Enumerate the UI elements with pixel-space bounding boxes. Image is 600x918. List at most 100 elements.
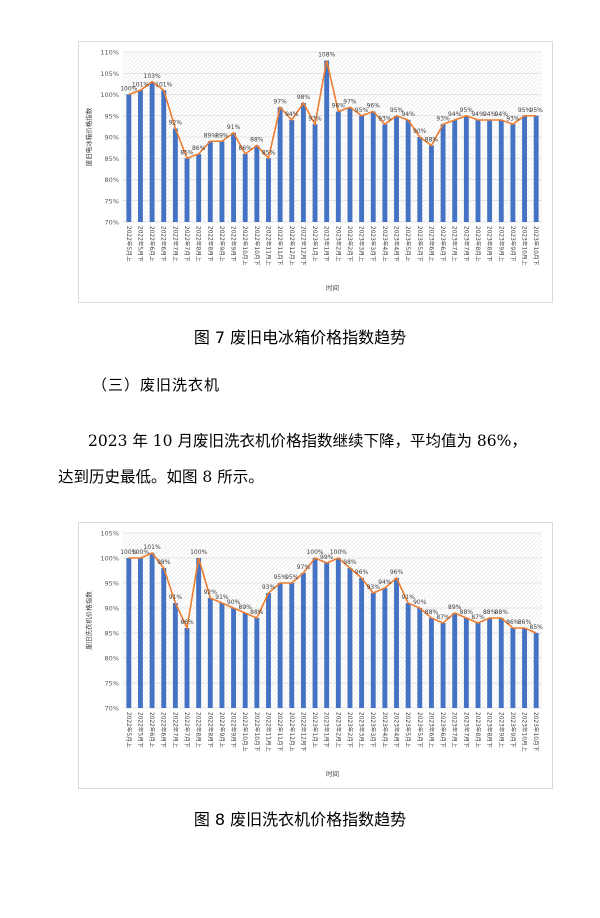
- fig8-x-tick-label: 2023年7月上: [451, 712, 459, 748]
- fig7-bar: [254, 145, 260, 222]
- figure7-caption: 图 7 废旧电冰箱价格指数趋势: [193, 328, 407, 347]
- fig8-bar: [266, 593, 271, 708]
- fig7-bar: [428, 145, 434, 222]
- fig8-x-tick-label: 2023年8月下: [486, 712, 494, 748]
- fig7-data-label: 88%: [425, 137, 439, 144]
- fig8-data-label: 96%: [390, 569, 404, 576]
- fig7-x-tick-label: 2023年8月上: [474, 226, 482, 262]
- fig7-bar: [266, 158, 271, 222]
- fig7-bar: [289, 120, 295, 222]
- fig8-data-label: 96%: [355, 569, 369, 576]
- figure7-chart-svg: 70%75%80%85%90%95%100%105%110%100%101%10…: [84, 49, 544, 293]
- fig8-x-tick-label: 2023年3月下: [369, 712, 377, 748]
- fig7-data-label: 95%: [390, 107, 404, 114]
- fig7-y-tick-label: 80%: [105, 176, 119, 184]
- fig8-data-label: 99%: [320, 554, 334, 561]
- fig8-bar: [347, 568, 353, 708]
- fig7-x-tick-label: 2022年7月上: [171, 226, 179, 262]
- fig7-bar: [324, 60, 330, 222]
- fig8-y-tick-label: 105%: [100, 530, 119, 538]
- fig8-x-tick-label: 2023年1月下: [323, 712, 331, 748]
- fig8-data-label: 101%: [144, 544, 161, 551]
- fig7-data-label: 93%: [436, 115, 450, 122]
- fig7-bar: [463, 115, 469, 222]
- fig8-data-label: 85%: [530, 624, 544, 631]
- fig7-bar: [138, 90, 143, 222]
- fig8-x-tick-label: 2022年5月上: [125, 712, 133, 748]
- paragraph-line-2: 达到历史最低。如图 8 所示。: [58, 468, 264, 486]
- fig7-data-label: 95%: [530, 107, 544, 114]
- fig8-y-tick-label: 90%: [105, 605, 119, 613]
- fig8-data-label: 100%: [330, 549, 347, 556]
- fig8-x-tick-label: 2023年1月上: [311, 712, 319, 748]
- fig7-x-tick-label: 2022年6月下: [160, 226, 168, 262]
- fig8-x-tick-label: 2022年10月上: [241, 712, 249, 752]
- fig8-x-tick-label: 2023年5月下: [416, 712, 424, 748]
- fig7-bar: [184, 158, 190, 222]
- fig7-bar: [487, 120, 493, 222]
- fig7-x-tick-label: 2022年12月上: [288, 226, 296, 266]
- fig7-x-tick-label: 2023年3月下: [369, 226, 377, 262]
- fig7-data-label: 101%: [155, 81, 172, 88]
- fig7-bar: [161, 90, 167, 222]
- fig8-bar: [452, 613, 458, 708]
- fig7-data-label: 95%: [460, 107, 474, 114]
- fig7-data-label: 94%: [401, 111, 415, 118]
- fig7-bar: [417, 137, 423, 222]
- fig7-x-tick-label: 2023年2月上: [334, 226, 342, 262]
- fig7-series-line: [128, 60, 537, 160]
- fig7-y-tick-label: 70%: [105, 219, 119, 227]
- fig7-data-label: 88%: [250, 137, 264, 144]
- fig7-x-tick-label: 2023年5月下: [416, 226, 424, 262]
- fig7-y-axis-title: 废旧电冰箱价格指数: [84, 107, 93, 166]
- fig7-bar: [231, 132, 237, 222]
- fig8-y-tick-label: 80%: [105, 655, 119, 663]
- fig7-x-tick-label: 2023年7月下: [462, 226, 470, 262]
- fig8-bar: [184, 628, 190, 708]
- fig8-data-label: 89%: [239, 604, 253, 611]
- fig7-data-label: 94%: [285, 111, 299, 118]
- fig7-x-tick-label: 2022年11月上: [264, 226, 272, 266]
- fig8-x-tick-label: 2023年6月下: [439, 712, 447, 748]
- fig7-bar: [196, 154, 202, 222]
- fig8-bar: [300, 573, 306, 708]
- fig7-x-tick-label: 2022年10月下: [253, 226, 261, 266]
- fig7-x-tick-label: 2023年3月上: [358, 226, 366, 262]
- fig8-bar: [196, 558, 202, 708]
- fig7-data-label: 86%: [192, 145, 206, 152]
- fig8-data-label: 93%: [367, 584, 381, 591]
- fig8-x-tick-label: 2023年6月上: [427, 712, 435, 748]
- fig8-bar: [394, 578, 399, 708]
- fig8-bar: [498, 618, 504, 708]
- fig8-data-label: 86%: [506, 619, 520, 626]
- fig8-bar: [405, 603, 411, 708]
- fig8-data-label: 91%: [169, 594, 183, 601]
- fig8-x-tick-label: 2023年4月上: [381, 712, 389, 748]
- fig7-x-tick-label: 2022年12月下: [299, 226, 307, 266]
- fig8-y-tick-label: 95%: [105, 580, 119, 588]
- fig7-x-tick-label: 2022年9月下: [230, 226, 238, 262]
- paragraph-line-1: 2023 年 10 月废旧洗衣机价格指数继续下降，平均值为 86%，: [88, 432, 527, 450]
- fig7-x-tick-label: 2022年6月上: [148, 226, 156, 262]
- fig7-bar: [126, 94, 132, 222]
- fig8-x-tick-label: 2022年12月下: [299, 712, 307, 752]
- fig7-data-label: 89%: [204, 132, 218, 139]
- fig8-bar: [463, 618, 469, 708]
- fig7-x-tick-label: 2022年8月下: [206, 226, 214, 262]
- fig7-x-tick-label: 2023年2月下: [346, 226, 354, 262]
- fig8-data-label: 95%: [273, 574, 287, 581]
- fig8-data-label: 100%: [120, 549, 137, 556]
- fig7-x-tick-label: 2022年8月上: [195, 226, 203, 262]
- fig7-x-tick-label: 2022年5月上: [125, 226, 133, 262]
- fig8-x-tick-label: 2023年10月上: [521, 712, 529, 752]
- fig7-x-tick-label: 2023年9月下: [509, 226, 517, 262]
- fig7-data-label: 93%: [506, 115, 520, 122]
- fig8-bar: [219, 603, 225, 708]
- fig8-bar: [487, 618, 493, 708]
- fig7-bar: [242, 154, 248, 222]
- fig8-y-tick-label: 70%: [105, 705, 119, 713]
- fig7-bar: [382, 124, 388, 222]
- fig7-data-label: 96%: [332, 103, 346, 110]
- fig8-bar: [289, 583, 295, 708]
- fig8-x-tick-label: 2023年3月上: [358, 712, 366, 748]
